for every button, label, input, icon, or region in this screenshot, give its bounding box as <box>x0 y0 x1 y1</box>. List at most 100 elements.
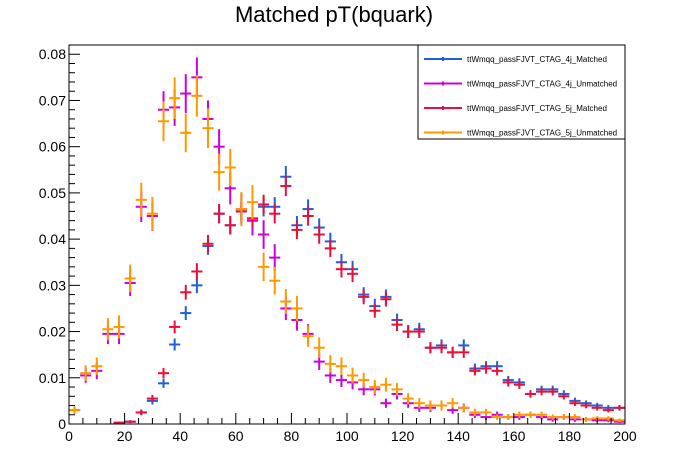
data-point <box>324 239 336 258</box>
x-tick-label: 180 <box>558 428 582 444</box>
data-point <box>558 393 570 400</box>
x-tick-label: 160 <box>502 428 526 444</box>
data-point <box>347 367 359 384</box>
data-point <box>280 175 292 197</box>
data-point <box>458 403 470 413</box>
data-point <box>380 291 392 307</box>
legend-label: ttWmqq_passFJVT_CTAG_5j_Unmatched <box>467 129 617 138</box>
data-point <box>302 325 314 347</box>
data-point <box>513 411 525 418</box>
x-tick-label: 140 <box>447 428 471 444</box>
data-point <box>502 414 514 420</box>
data-point <box>447 398 459 409</box>
data-point <box>157 101 170 142</box>
y-tick-label: 0.05 <box>39 185 66 201</box>
data-point <box>602 407 614 413</box>
x-tick-label: 200 <box>613 428 637 444</box>
data-point <box>202 234 214 253</box>
data-point <box>313 225 325 244</box>
data-point <box>347 265 359 283</box>
y-tick-label: 0.06 <box>39 139 66 155</box>
data-point <box>491 366 503 376</box>
data-point <box>602 416 614 421</box>
data-point <box>335 373 347 388</box>
y-tick-label: 0.02 <box>39 324 66 340</box>
data-point <box>413 325 425 339</box>
x-tick-label: 60 <box>228 428 244 444</box>
legend-label: ttWmqq_passFJVT_CTAG_4j_Matched <box>467 55 607 64</box>
data-point <box>547 414 559 420</box>
data-point <box>269 203 281 224</box>
data-point <box>258 252 270 282</box>
data-point <box>113 315 125 339</box>
data-point <box>313 337 325 358</box>
data-point <box>547 387 559 396</box>
data-point <box>213 203 225 224</box>
data-point <box>536 387 548 396</box>
x-tick-label: 80 <box>284 428 300 444</box>
data-point <box>358 372 370 388</box>
data-point <box>258 194 270 215</box>
data-point <box>291 295 303 321</box>
data-point <box>558 414 570 420</box>
x-tick-label: 0 <box>65 428 73 444</box>
y-tick-label: 0.04 <box>39 231 66 247</box>
data-point <box>335 260 347 278</box>
data-point <box>202 108 214 149</box>
data-point <box>291 220 303 240</box>
legend: ttWmqq_passFJVT_CTAG_4j_Matched ttWmqq_pa… <box>417 44 626 140</box>
data-point <box>180 306 192 321</box>
y-tick-label: 0 <box>58 416 66 432</box>
data-point <box>258 220 270 249</box>
data-point <box>380 377 392 392</box>
data-point <box>424 400 436 411</box>
y-tick-label: 0.08 <box>39 46 66 62</box>
data-point <box>69 406 81 414</box>
data-point <box>224 148 236 186</box>
data-point <box>480 408 492 417</box>
data-point <box>502 378 514 387</box>
data-point <box>113 421 125 424</box>
data-point <box>80 365 92 382</box>
x-tick-label: 100 <box>335 428 359 444</box>
data-point <box>191 75 203 117</box>
data-point <box>180 284 192 300</box>
data-point <box>169 77 181 119</box>
data-point <box>335 357 347 376</box>
data-point <box>491 414 503 420</box>
x-tick-label: 120 <box>391 428 415 444</box>
data-point <box>424 342 436 354</box>
data-point <box>402 325 414 339</box>
data-point <box>569 414 581 420</box>
data-point <box>280 289 292 314</box>
data-point <box>269 266 281 295</box>
series-4 <box>69 75 625 423</box>
data-point <box>246 185 259 220</box>
data-point <box>102 318 114 341</box>
data-point <box>580 417 592 422</box>
x-tick-label: 20 <box>117 428 133 444</box>
axes-layer: 0 20 40 60 80 100 120 140 160 180 200 0 0.01 0.02 0.03… <box>39 46 637 444</box>
data-point <box>524 390 537 398</box>
data-point <box>447 346 459 358</box>
data-point <box>169 338 181 351</box>
data-point <box>435 400 448 411</box>
data-point <box>469 366 481 376</box>
legend-box <box>417 44 626 140</box>
data-point <box>413 398 425 409</box>
data-point <box>157 368 170 379</box>
series-3 <box>113 175 625 424</box>
data-point <box>191 277 203 294</box>
y-tick-label: 0.03 <box>39 277 66 293</box>
data-point <box>157 378 170 388</box>
data-point <box>358 289 370 305</box>
data-point <box>302 206 314 226</box>
data-point <box>591 405 603 411</box>
data-point <box>124 264 136 293</box>
data-point <box>191 263 203 280</box>
legend-label: ttWmqq_passFJVT_CTAG_5j_Matched <box>467 104 607 113</box>
data-point <box>580 402 592 409</box>
data-point <box>213 153 225 191</box>
data-point <box>391 318 403 332</box>
